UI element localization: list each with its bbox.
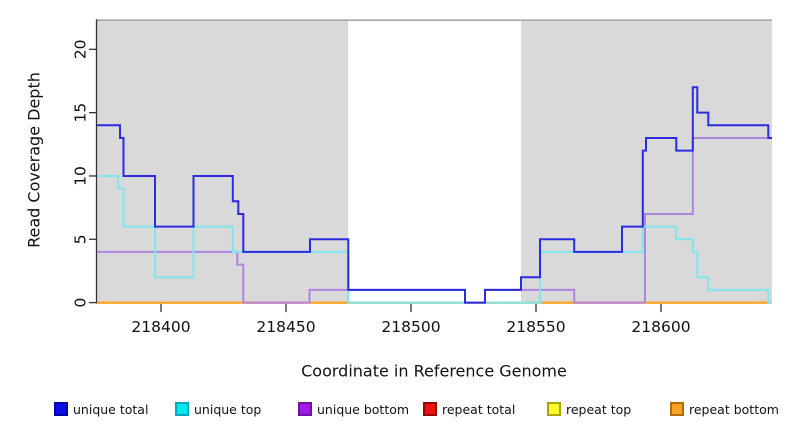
y-tick-label: 15	[71, 103, 89, 123]
shaded-region-0	[97, 20, 349, 304]
shaded-region-1	[521, 20, 772, 304]
legend-label-repeat-bottom: repeat bottom	[689, 401, 779, 417]
y-tick-label: 20	[71, 39, 89, 59]
legend-swatch-unique-total	[54, 402, 68, 416]
legend-label-unique-bottom: unique bottom	[317, 401, 410, 417]
y-axis-label: Read Coverage Depth	[24, 72, 44, 248]
legend-item-unique-bottom: unique bottom	[298, 399, 409, 419]
x-axis-label: Coordinate in Reference Genome	[301, 361, 567, 381]
legend-label-repeat-total: repeat total	[442, 401, 516, 417]
y-tick-label: 10	[71, 166, 89, 186]
legend-label-repeat-top: repeat top	[566, 401, 632, 417]
x-tick-label: 218500	[381, 318, 440, 336]
legend-swatch-unique-bottom	[298, 402, 312, 416]
legend-swatch-unique-top	[175, 402, 189, 416]
legend-item-repeat-top: repeat top	[547, 399, 631, 419]
legend-item-repeat-bottom: repeat bottom	[670, 399, 779, 419]
x-tick-label: 218600	[631, 318, 690, 336]
legend-item-unique-total: unique total	[54, 399, 148, 419]
series-unique-total	[97, 86, 772, 304]
y-tick-label: 5	[71, 234, 89, 244]
x-tick-label: 218400	[131, 318, 190, 336]
legend-swatch-repeat-total	[423, 402, 437, 416]
legend: unique total unique top unique bottom re…	[0, 399, 792, 421]
legend-label-unique-top: unique top	[194, 401, 262, 417]
y-tick-label: 0	[71, 298, 89, 308]
legend-item-unique-top: unique top	[175, 399, 261, 419]
legend-swatch-repeat-top	[547, 402, 561, 416]
legend-swatch-repeat-bottom	[670, 402, 684, 416]
x-tick-label: 218550	[506, 318, 565, 336]
legend-item-repeat-total: repeat total	[423, 399, 515, 419]
legend-label-unique-total: unique total	[73, 401, 149, 417]
x-tick-label: 218450	[256, 318, 315, 336]
